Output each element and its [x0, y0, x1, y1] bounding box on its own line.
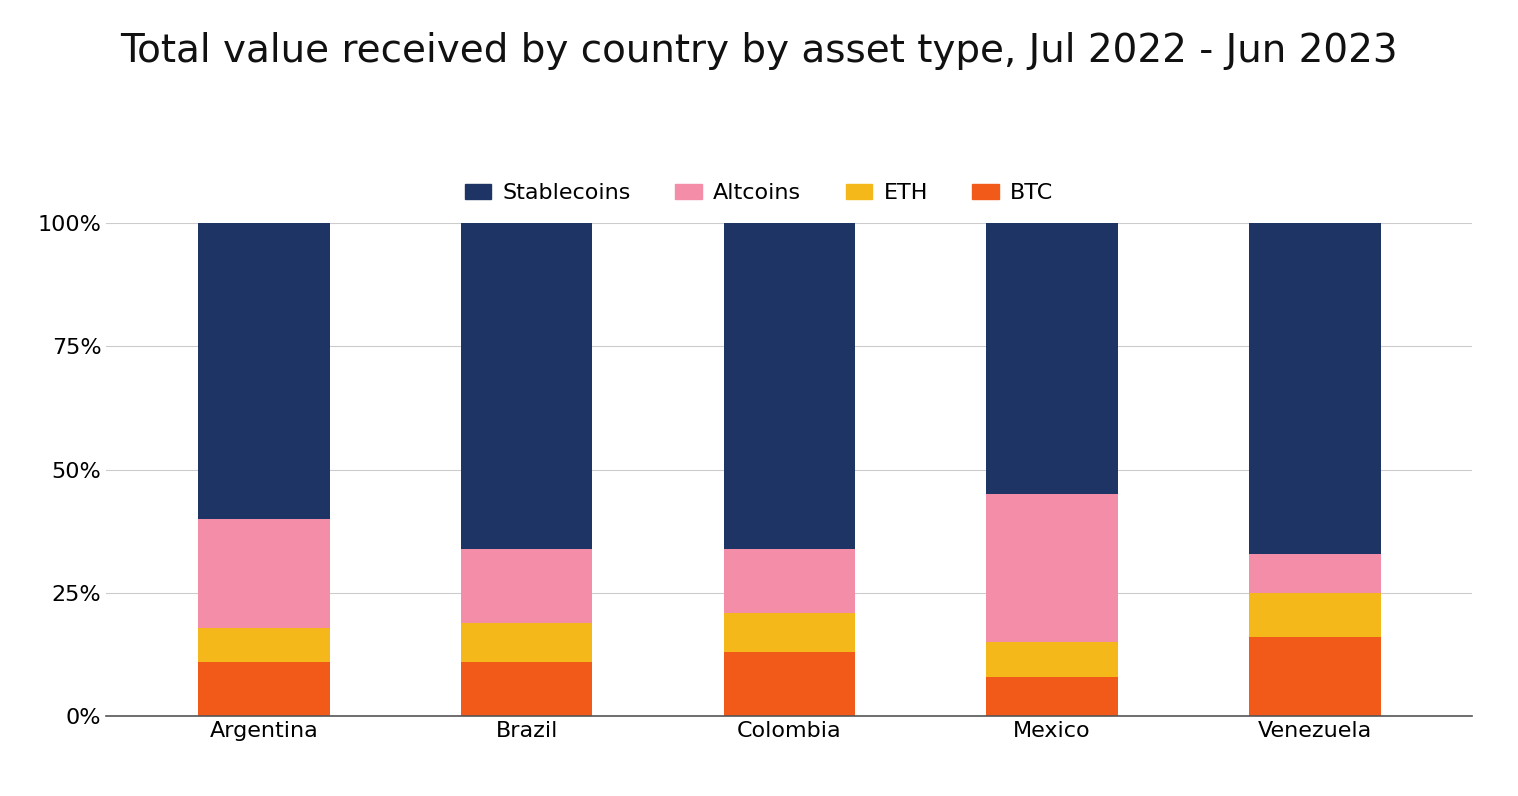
Legend: Stablecoins, Altcoins, ETH, BTC: Stablecoins, Altcoins, ETH, BTC [455, 174, 1063, 212]
Bar [724, 613, 855, 652]
Bar [199, 627, 329, 662]
Bar [1249, 553, 1380, 593]
Bar [987, 642, 1117, 677]
Bar [1249, 638, 1380, 716]
Bar [1249, 223, 1380, 553]
Text: Total value received by country by asset type, Jul 2022 - Jun 2023: Total value received by country by asset… [120, 32, 1398, 70]
Bar [199, 519, 329, 627]
Bar [987, 223, 1117, 494]
Bar [199, 223, 329, 519]
Bar [461, 548, 592, 622]
Bar [461, 662, 592, 716]
Bar [199, 662, 329, 716]
Bar [724, 223, 855, 548]
Bar [461, 223, 592, 548]
Bar [987, 494, 1117, 642]
Bar [987, 677, 1117, 716]
Bar [1249, 593, 1380, 638]
Bar [724, 652, 855, 716]
Bar [724, 548, 855, 613]
Bar [461, 622, 592, 662]
